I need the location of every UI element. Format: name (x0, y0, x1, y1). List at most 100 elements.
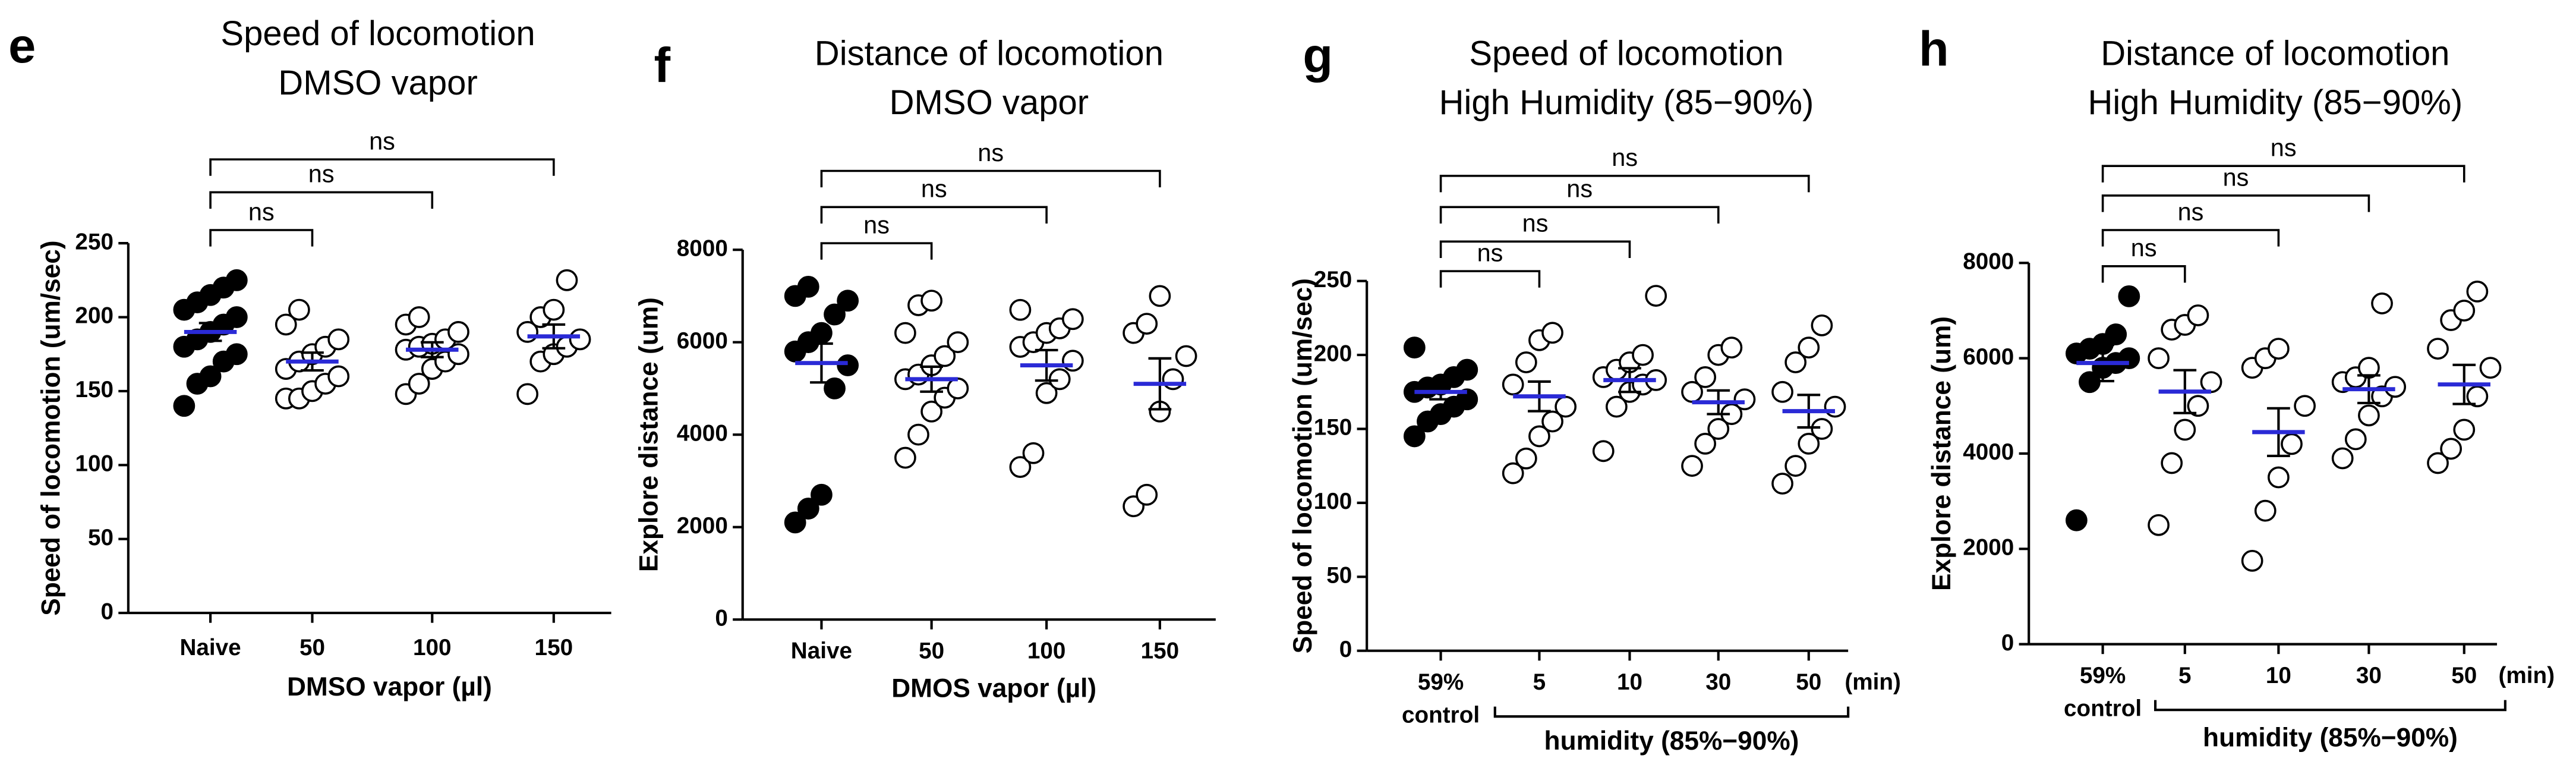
significance-bracket (1439, 270, 1541, 288)
data-point (2479, 357, 2502, 379)
panel-letter: h (1919, 21, 1949, 76)
data-point (2241, 549, 2263, 572)
data-point (2281, 433, 2303, 455)
data-point (947, 377, 969, 399)
x-tick-label: 100 (413, 635, 452, 660)
data-point (1048, 368, 1071, 391)
data-point (1149, 285, 1171, 307)
data-point (2148, 514, 2170, 536)
data-point (1403, 425, 1426, 448)
data-point (1707, 418, 1730, 440)
data-point (1541, 322, 1563, 344)
significance-bracket (1439, 240, 1631, 258)
chart-title: Distance of locomotion (815, 34, 1164, 73)
data-point (2200, 371, 2222, 394)
data-point (199, 365, 222, 388)
y-tick-label: 2000 (677, 513, 728, 539)
x-axis-label: DMOS vapor (µl) (891, 674, 1096, 703)
y-tick-label: 0 (715, 605, 728, 631)
significance-label: ns (863, 210, 890, 238)
significance-label: ns (369, 127, 395, 155)
x-tick-label: control (2064, 696, 2142, 721)
data-point (1175, 345, 1197, 367)
data-point (173, 395, 196, 417)
data-point (2187, 395, 2209, 417)
y-tick-label: 4000 (677, 420, 728, 446)
significance-label: ns (978, 139, 1004, 166)
data-point (1502, 462, 1524, 484)
data-point (2453, 419, 2476, 441)
y-tick-label: 50 (1326, 562, 1352, 588)
x-tick-label: 50 (1796, 669, 1821, 695)
y-tick-label: 50 (88, 525, 113, 550)
data-point (1035, 382, 1058, 404)
y-tick-label: 200 (1314, 341, 1352, 366)
data-point (784, 511, 806, 534)
significance-bracket (209, 229, 314, 247)
data-point (1528, 425, 1550, 448)
group-label: humidity (85%−90%) (1544, 726, 1799, 756)
x-axis-label: DMSO vapor (µl) (287, 672, 492, 701)
data-point (1515, 351, 1537, 373)
y-axis-label: Speed of locomotion (um/sec) (1288, 278, 1317, 653)
data-point (797, 275, 819, 298)
data-point (1645, 285, 1667, 307)
chart-title: Distance of locomotion (2101, 34, 2449, 73)
data-point (2427, 452, 2449, 474)
data-point (1403, 336, 1426, 359)
x-tick-label: 150 (1141, 638, 1180, 664)
data-point (1694, 432, 1717, 455)
y-tick-label: 200 (75, 303, 113, 329)
data-point (408, 306, 430, 328)
x-tick-label: 59% (2080, 663, 2126, 688)
significance-bracket (820, 169, 1161, 188)
data-point (2358, 404, 2380, 427)
data-point (2371, 292, 2393, 314)
data-point (1632, 344, 1654, 366)
data-point (2466, 281, 2489, 303)
y-tick-label: 0 (1339, 637, 1352, 662)
data-point (1824, 395, 1846, 418)
data-point (1162, 368, 1184, 391)
data-point (1022, 442, 1045, 464)
significance-label: ns (308, 160, 335, 188)
data-point (811, 483, 833, 506)
data-point (1771, 380, 1793, 403)
chart-title: Speed of locomotion (1469, 34, 1783, 73)
data-point (2466, 385, 2489, 408)
data-point (1009, 456, 1032, 478)
data-point (225, 343, 248, 366)
data-point (894, 446, 916, 469)
data-point (1811, 418, 1833, 440)
chart-title: High Humidity (85−90%) (2088, 83, 2463, 122)
y-axis-label: Explore distance (um) (635, 297, 664, 572)
data-point (569, 328, 591, 351)
data-point (1605, 395, 1628, 418)
data-point (288, 298, 310, 321)
data-point (225, 269, 248, 291)
x-tick-label: 10 (1617, 669, 1642, 695)
data-point (1798, 336, 1820, 359)
x-tick-label: 5 (1533, 669, 1546, 695)
x-tick-label: Naive (791, 638, 852, 664)
data-point (1136, 313, 1158, 335)
data-point (327, 365, 350, 388)
data-point (516, 383, 538, 405)
x-tick-label: 5 (2178, 663, 2192, 688)
x-tick-label: 50 (2451, 663, 2477, 688)
y-tick-label: 6000 (1963, 344, 2014, 370)
data-point (225, 306, 248, 328)
data-point (1061, 350, 1084, 372)
panel-letter: e (8, 18, 36, 73)
group-bracket (1493, 706, 1850, 718)
data-point (1456, 358, 1478, 381)
significance-label: ns (1566, 175, 1593, 203)
data-point (1733, 388, 1756, 411)
data-point (327, 328, 350, 351)
data-point (1502, 373, 1524, 396)
y-tick-label: 250 (1314, 267, 1352, 292)
chart-title: DMSO vapor (278, 64, 477, 102)
significance-bracket (209, 158, 555, 176)
data-point (2331, 447, 2354, 470)
data-point (2453, 300, 2476, 322)
